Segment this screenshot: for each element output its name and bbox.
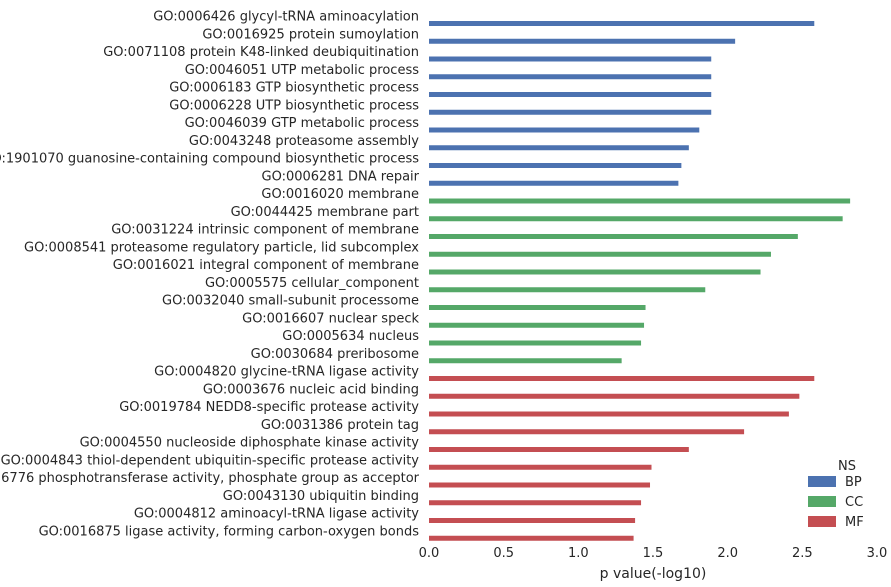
category-label: GO:0003676 nucleic acid binding xyxy=(203,382,419,397)
category-label: GO:1901070 guanosine-containing compound… xyxy=(0,152,419,167)
category-label: GO:0004820 glycine-tRNA ligase activity xyxy=(154,365,419,380)
legend-swatch-mf xyxy=(808,516,836,527)
category-label: GO:0071108 protein K48-linked deubiquiti… xyxy=(103,45,419,60)
category-label: GO:0043130 ubiquitin binding xyxy=(223,489,419,504)
category-label: GO:0046051 UTP metabolic process xyxy=(185,63,420,78)
category-labels: GO:0006426 glycyl-tRNA aminoacylation GO:… xyxy=(0,10,420,540)
category-label: GO:0046039 GTP metabolic process xyxy=(185,116,420,131)
bar-mf xyxy=(429,535,634,541)
bar-cc xyxy=(429,216,843,222)
x-tick-label: 3.0 xyxy=(867,546,888,561)
bar-bp xyxy=(429,127,700,133)
bar-mf xyxy=(429,500,642,506)
bar-cc xyxy=(429,251,771,257)
category-label: GO:0004550 nucleoside diphosphate kinase… xyxy=(80,436,420,451)
bar-cc xyxy=(429,340,642,346)
bar-bp xyxy=(429,56,712,62)
bar-bp xyxy=(429,38,736,44)
category-label: GO:0016925 protein sumoylation xyxy=(202,27,419,42)
category-label: GO:0030684 preribosome xyxy=(251,347,419,362)
x-axis: p value(-log10) 0.0 0.5 1.0 1.5 2.0 2.5 3.0 xyxy=(419,546,888,582)
bar-mf xyxy=(429,376,815,381)
bar-bp xyxy=(429,180,679,186)
category-label: GO:0005634 nucleus xyxy=(282,329,419,344)
bar-bp xyxy=(429,21,815,26)
category-label: GO:0005575 cellular_component xyxy=(205,276,419,291)
bar-bp xyxy=(429,145,689,151)
category-label: GO:0006183 GTP biosynthetic process xyxy=(169,81,419,96)
x-tick-label: 1.0 xyxy=(568,546,589,561)
legend-swatch-cc xyxy=(808,496,836,507)
bar-cc xyxy=(429,322,645,328)
category-label: GO:0031224 intrinsic component of membra… xyxy=(111,223,419,238)
bar-mf xyxy=(429,518,636,523)
legend-label-mf: MF xyxy=(845,515,864,530)
x-axis-title: p value(-log10) xyxy=(600,566,707,582)
category-label: GO:0044425 membrane part xyxy=(231,205,419,220)
legend: NS BP CC MF xyxy=(808,459,864,530)
bar-cc xyxy=(429,287,706,293)
category-label: GO:0019784 NEDD8-specific protease activ… xyxy=(119,400,419,415)
bar-mf xyxy=(429,464,652,470)
bar-mf xyxy=(429,393,800,399)
bar-mf xyxy=(429,411,789,417)
category-label: GO:0016607 nuclear speck xyxy=(242,311,419,326)
category-label: GO:0004843 thiol-dependent ubiquitin-spe… xyxy=(1,453,420,468)
legend-label-bp: BP xyxy=(845,475,862,490)
legend-label-cc: CC xyxy=(845,495,863,510)
category-label: GO:0016875 ligase activity, forming carb… xyxy=(39,524,420,539)
category-label: GO:0016020 membrane xyxy=(261,187,419,202)
bar-cc xyxy=(429,305,646,310)
bars-layer xyxy=(429,21,851,541)
bar-cc xyxy=(429,234,798,239)
category-label: GO:0031386 protein tag xyxy=(261,418,419,433)
bar-cc xyxy=(429,198,851,204)
bar-bp xyxy=(429,74,712,80)
x-tick-label: 2.5 xyxy=(792,546,813,561)
category-label: GO:0006426 glycyl-tRNA aminoacylation xyxy=(153,10,419,25)
bar-bp xyxy=(429,92,712,97)
legend-title: NS xyxy=(838,459,856,474)
category-label: GO:0008541 proteasome regulatory particl… xyxy=(24,240,419,255)
category-label: GO:0032040 small-subunit processome xyxy=(162,294,419,309)
category-label: GO:0016776 phosphotransferase activity, … xyxy=(0,471,420,486)
bar-bp xyxy=(429,163,682,168)
x-tick-label: 0.0 xyxy=(419,546,440,561)
category-label: GO:0043248 proteasome assembly xyxy=(189,134,419,149)
x-tick-label: 1.5 xyxy=(643,546,664,561)
category-label: GO:0016021 integral component of membran… xyxy=(113,258,419,273)
bar-cc xyxy=(429,358,622,364)
bar-mf xyxy=(429,429,745,435)
category-label: GO:0004812 aminoacyl-tRNA ligase activit… xyxy=(134,507,419,522)
category-label: GO:0006281 DNA repair xyxy=(262,169,420,184)
bar-mf xyxy=(429,482,651,488)
category-label: GO:0006228 UTP biosynthetic process xyxy=(169,98,419,113)
bar-cc xyxy=(429,269,761,275)
legend-swatch-bp xyxy=(808,476,836,487)
bar-bp xyxy=(429,109,712,115)
bar-mf xyxy=(429,447,689,452)
x-tick-label: 2.0 xyxy=(717,546,738,561)
x-tick-label: 0.5 xyxy=(493,546,514,561)
